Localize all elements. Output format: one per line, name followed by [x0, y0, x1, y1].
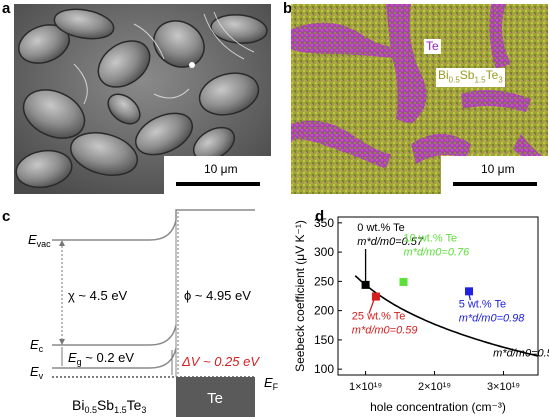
chi-label: χ ~ 4.5 eV [68, 288, 128, 303]
sem-micrograph: 10 μm [14, 4, 271, 194]
scalebar-label: 10 μm [204, 162, 238, 176]
point-label: 0 wt.% Te [357, 222, 405, 234]
material-label: Bi0.5Sb1.5Te3 [72, 397, 146, 415]
y-tick-label: 200 [314, 304, 334, 318]
seebeck-chart: 100 150 200 250 300 350 1×10¹⁹ 2×10¹⁹ 3×10¹⁹ hole… [293, 216, 549, 414]
x-tick-label: 3×10¹⁹ [487, 381, 520, 393]
data-point [361, 280, 370, 289]
ef-label: EF [264, 375, 279, 392]
scalebar-label-b: 10 μm [481, 162, 515, 176]
panel-letter-d: d [315, 208, 325, 225]
valence-band-line [52, 347, 177, 369]
point-label: 5 wt.% Te [459, 299, 507, 311]
panel-letter-a: a [2, 0, 11, 17]
ev-label: Ev [30, 364, 44, 381]
scalebar [176, 182, 260, 186]
conduction-band-line [52, 324, 177, 346]
phi-label: ϕ ~ 4.95 eV [184, 288, 251, 303]
eg-label: Eg ~ 0.2 eV [68, 350, 134, 367]
eds-map: Te Bi0.5Sb1.5Te3 10 μm [291, 4, 548, 194]
y-tick-label: 350 [314, 216, 334, 230]
scalebar-background [164, 156, 271, 194]
y-tick-label: 100 [314, 362, 334, 376]
data-point [465, 287, 474, 296]
data-point [371, 292, 380, 301]
y-tick-label: 300 [314, 245, 334, 259]
metal-label: Te [207, 390, 223, 407]
sem-image [14, 4, 271, 194]
curve-label: m*d/m0=0.57 [493, 347, 549, 359]
arrow-5wt [468, 294, 472, 301]
point-mass-label: m*d/m0=0.59 [352, 324, 418, 336]
point-label: 10 wt.% Te [404, 233, 458, 245]
te-metal-block [176, 377, 255, 417]
plot-frame [337, 216, 539, 376]
y-axis-label: Seebeck coefficient (μV K⁻¹) [293, 220, 307, 372]
panel-letter-b: b [283, 0, 293, 17]
dv-label: ΔV ~ 0.25 eV [181, 354, 260, 369]
pisarenko-curve [354, 275, 539, 357]
point-mass-label: m*d/m0=0.76 [404, 247, 471, 259]
x-tick-label: 1×10¹⁹ [349, 381, 382, 393]
legend-te: Te [424, 39, 441, 54]
arrow-25wt [368, 299, 375, 314]
x-axis-label: hole concentration (cm⁻³) [370, 400, 506, 414]
legend-bst: Bi0.5Sb1.5Te3 [436, 68, 505, 88]
evac-label: Evac [28, 232, 51, 249]
x-tick-label: 2×10¹⁹ [418, 381, 451, 393]
data-point [399, 277, 408, 286]
point-mass-label: m*d/m0=0.57 [357, 236, 424, 248]
band-diagram: Te Evac Ec Ev EF χ ~ 4.5 eV ϕ ~ 4.95 eV … [28, 209, 279, 417]
point-label: 25 wt.% Te [352, 310, 406, 322]
scalebar-b [453, 182, 537, 186]
y-tick-label: 150 [314, 333, 334, 347]
point-mass-label: m*d/m0=0.98 [459, 313, 526, 325]
scalebar-background-b [441, 156, 548, 194]
panel-letter-c: c [2, 208, 11, 225]
y-tick-label: 250 [314, 274, 334, 288]
ec-label: Ec [30, 337, 44, 354]
vacuum-level-line [52, 209, 255, 241]
